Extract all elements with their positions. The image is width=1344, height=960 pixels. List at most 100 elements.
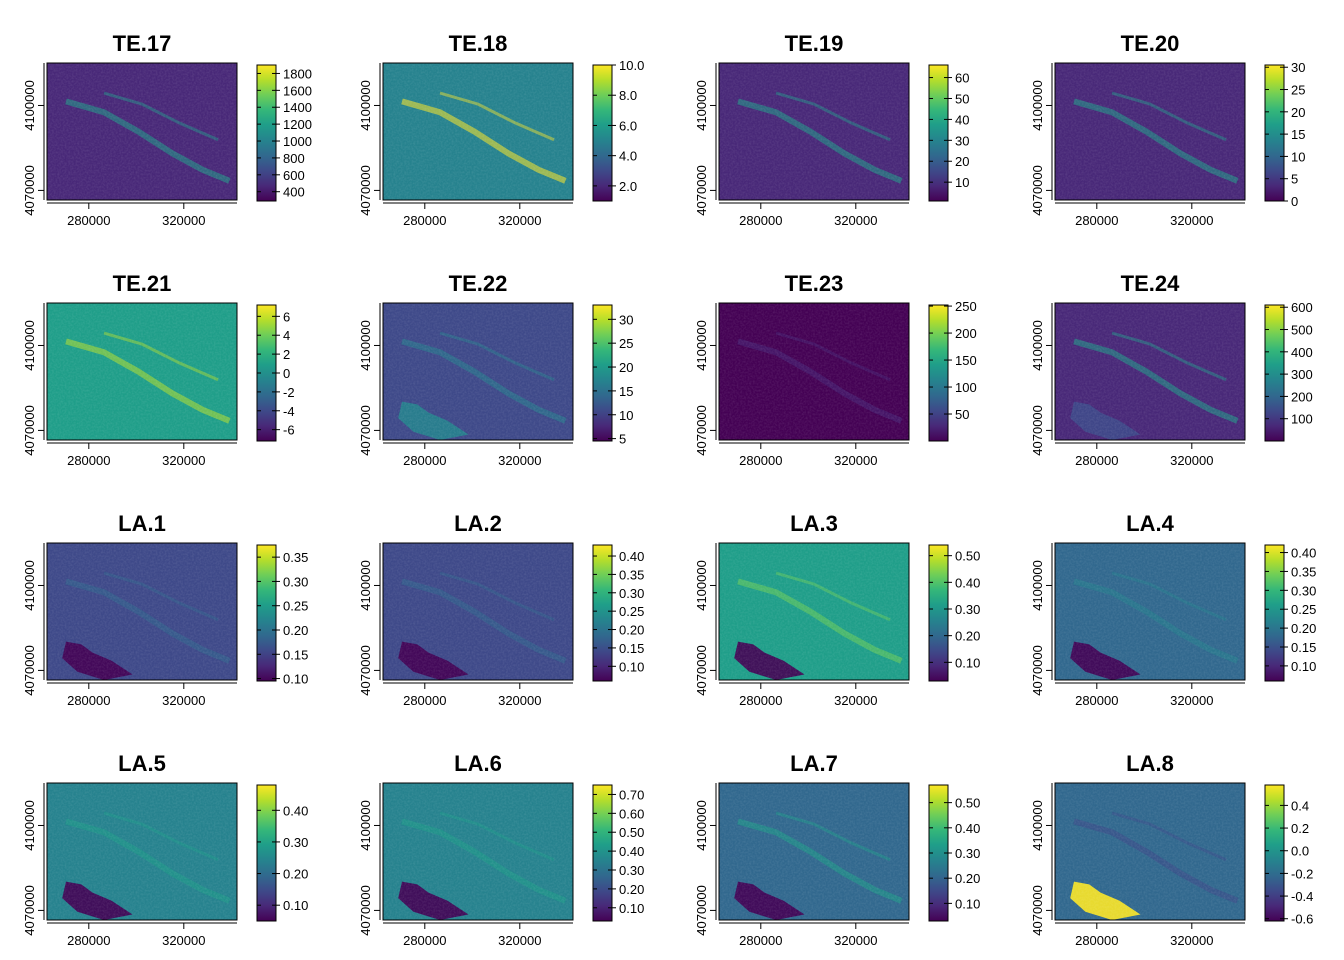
panel-title: TE.23 (785, 271, 844, 296)
colorbar-tick-label: 0.30 (619, 586, 644, 601)
y-tick-label: 4070000 (358, 165, 373, 216)
raster-map (382, 782, 574, 921)
map-frame (46, 302, 238, 441)
map-frame (1054, 62, 1246, 201)
colorbar: -0.6 -0.4 -0.2 0.0 0.2 0.4 (1264, 784, 1313, 927)
panel-title: LA.3 (790, 511, 838, 536)
colorbar-tick-label: 100 (1291, 412, 1313, 427)
colorbar-tick-label: -0.6 (1291, 912, 1313, 927)
map-frame (718, 542, 910, 681)
y-tick-label: 4100000 (1030, 560, 1045, 611)
x-tick-label: 320000 (834, 693, 877, 708)
colorbar-tick-label: 4 (283, 328, 290, 343)
y-tick-label: 4100000 (1030, 320, 1045, 371)
colorbar-tick-label: 0.40 (283, 803, 308, 818)
x-tick-label: 320000 (498, 213, 541, 228)
colorbar-tick-label: 5 (619, 432, 626, 447)
x-tick-label: 280000 (67, 213, 110, 228)
colorbar: 0.10 0.20 0.30 0.40 0.50 (928, 544, 980, 682)
y-tick-label: 4070000 (694, 645, 709, 696)
x-tick-label: 280000 (67, 453, 110, 468)
colorbar-tick-label: 0.40 (1291, 546, 1316, 561)
panel-title: LA.1 (118, 511, 166, 536)
colorbar-tick-label: -0.2 (1291, 866, 1313, 881)
y-tick-label: 4070000 (358, 885, 373, 936)
colorbar-tick-label: 0.10 (619, 901, 644, 916)
y-tick-label: 4100000 (358, 560, 373, 611)
colorbar-tick-label: 300 (1291, 367, 1313, 382)
colorbar: 0.10 0.20 0.30 0.40 (256, 784, 308, 922)
x-axis: 280000 320000 (383, 922, 573, 948)
raster-texture (1055, 303, 1245, 440)
colorbar-ramp (1264, 544, 1285, 682)
raster-texture (719, 783, 909, 920)
colorbar-tick-label: 20 (955, 154, 969, 169)
x-tick-label: 280000 (67, 933, 110, 948)
raster-texture (1055, 783, 1245, 920)
panel-te-17: TE.17 280000 320000 4070000 4100000 400 600 800… (22, 31, 312, 228)
x-tick-label: 320000 (498, 453, 541, 468)
x-axis: 280000 320000 (47, 682, 237, 708)
colorbar-tick-label: 1200 (283, 117, 312, 132)
raster-texture (383, 63, 573, 200)
x-tick-label: 280000 (403, 453, 446, 468)
panel-la-8: LA.8 280000 320000 4070000 4100000 -0.6-0.4-0… (1030, 751, 1313, 948)
colorbar-tick-label: 0.10 (283, 672, 308, 687)
raster-texture (383, 783, 573, 920)
raster-texture (383, 543, 573, 680)
raster-texture (719, 543, 909, 680)
colorbar: 0.10 0.20 0.30 0.40 0.50 0.60 0.70 (592, 784, 644, 922)
x-axis: 280000 320000 (47, 202, 237, 228)
colorbar: 10 20 30 40 50 60 (928, 64, 969, 202)
colorbar-tick-label: 4.0 (619, 149, 637, 164)
x-axis: 280000 320000 (719, 202, 909, 228)
colorbar-tick-label: 0.30 (955, 846, 980, 861)
map-frame (382, 542, 574, 681)
raster-map (718, 542, 910, 681)
map-frame (718, 302, 910, 441)
colorbar-tick-label: 0.15 (1291, 640, 1316, 655)
x-axis: 280000 320000 (1055, 922, 1245, 948)
colorbar-ramp (1264, 784, 1285, 922)
panel-te-22: TE.22 280000 320000 4070000 4100000 5 10 15 20 25… (358, 271, 633, 468)
y-tick-label: 4100000 (1030, 80, 1045, 131)
colorbar-tick-label: 0.30 (955, 602, 980, 617)
panel-title: LA.5 (118, 751, 166, 776)
colorbar-tick-label: 0.35 (619, 567, 644, 582)
colorbar-tick-label: 0.20 (619, 623, 644, 638)
colorbar-tick-label: 40 (955, 112, 969, 127)
colorbar-tick-label: 100 (955, 380, 977, 395)
colorbar-tick-label: 2 (283, 347, 290, 362)
map-frame (46, 782, 238, 921)
raster-texture (719, 63, 909, 200)
map-frame (382, 782, 574, 921)
colorbar-tick-label: 400 (283, 185, 305, 200)
x-axis: 280000 320000 (383, 442, 573, 468)
panel-title: LA.8 (1126, 751, 1174, 776)
raster-map (1054, 62, 1246, 201)
y-axis: 4070000 4100000 (358, 63, 381, 216)
raster-map (46, 302, 238, 441)
panel-te-21: TE.21 280000 320000 4070000 4100000 -6 -4 -2 0 2 4… (22, 271, 295, 468)
y-tick-label: 4070000 (694, 165, 709, 216)
y-tick-label: 4070000 (694, 405, 709, 456)
y-tick-label: 4070000 (22, 165, 37, 216)
panel-title: TE.17 (113, 31, 172, 56)
y-tick-label: 4070000 (1030, 885, 1045, 936)
map-frame (382, 62, 574, 201)
y-tick-label: 4100000 (1030, 800, 1045, 851)
x-tick-label: 280000 (1075, 933, 1118, 948)
y-axis: 4070000 4100000 (22, 543, 45, 696)
colorbar-tick-label: 60 (955, 71, 969, 86)
x-tick-label: 280000 (67, 693, 110, 708)
colorbar-tick-label: 0.20 (619, 882, 644, 897)
panel-te-19: TE.19 280000 320000 4070000 4100000 10 20 30 40 5… (694, 31, 969, 228)
colorbar-tick-label: 0.25 (1291, 602, 1316, 617)
x-axis: 280000 320000 (47, 442, 237, 468)
map-frame (46, 542, 238, 681)
colorbar: 5 10 15 20 25 30 (592, 304, 633, 447)
